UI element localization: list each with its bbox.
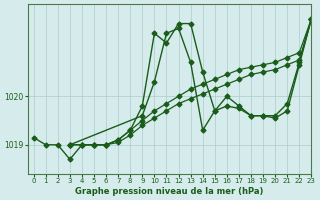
X-axis label: Graphe pression niveau de la mer (hPa): Graphe pression niveau de la mer (hPa) [75, 187, 264, 196]
